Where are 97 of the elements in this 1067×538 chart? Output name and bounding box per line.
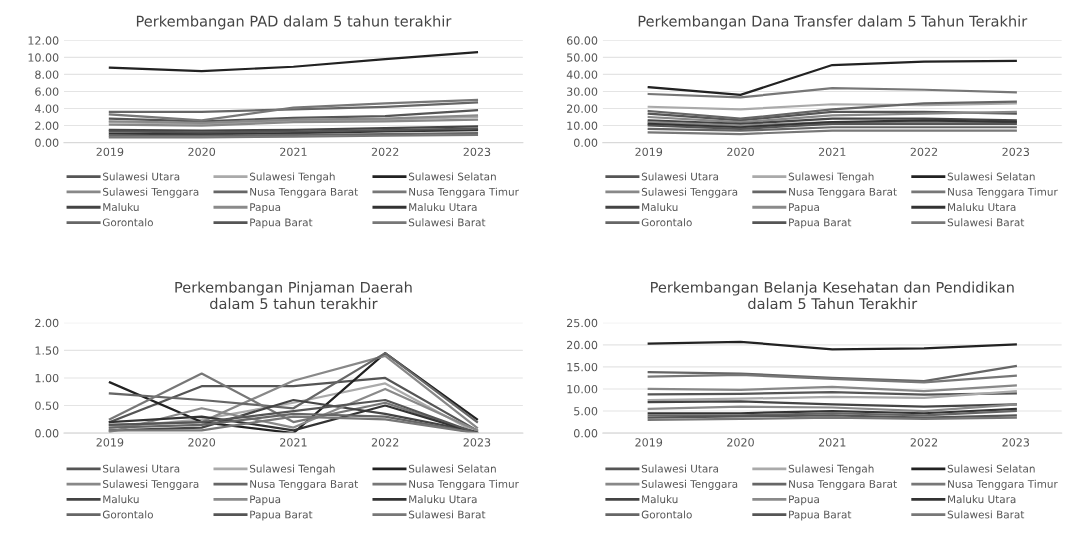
legend-label: Sulawesi Selatan (408, 172, 496, 181)
x-tick-label: 2021 (818, 147, 846, 157)
legend-label: Maluku Utara (948, 202, 1016, 212)
y-tick-label: 20.00 (567, 340, 598, 350)
x-tick-label: 2020 (727, 438, 754, 447)
legend-label: Sulawesi Selatan (947, 464, 1035, 473)
x-tick-label: 2022 (910, 147, 938, 157)
legend-label: Sulawesi Barat (947, 218, 1025, 227)
chart-title: Perkembangan Belanja Kesehatan dan Pendidikan dalam 5 Tahun Terakhir (651, 281, 1014, 310)
x-tick-label: 2023 (463, 147, 491, 157)
legend-label: Maluku Utara (948, 495, 1016, 504)
legend-label: Sulawesi Utara (641, 464, 719, 473)
x-tick-label: 2020 (727, 147, 754, 157)
legend-label: Gorontalo (102, 510, 153, 519)
legend-label: Sulawesi Tengah (249, 172, 335, 183)
y-tick-label: 2.00 (35, 121, 59, 130)
legend-label: Nusa Tenggara Timur (409, 479, 519, 490)
legend-label: Maluku (103, 202, 139, 212)
y-tick-label: 12.00 (28, 36, 59, 45)
y-tick-label: 8.00 (35, 70, 59, 79)
legend-label: Papua (250, 203, 281, 214)
y-tick-label: 4.00 (34, 104, 59, 113)
legend-label: Nusa Tenggara Timur (948, 187, 1058, 198)
x-tick-label: 2021 (280, 147, 307, 157)
y-tick-label: 1.00 (35, 373, 59, 383)
x-tick-label: 2022 (371, 438, 399, 447)
x-tick-label: 2023 (463, 438, 491, 447)
y-tick-label: 0.00 (573, 138, 598, 147)
legend-label: Sulawesi Barat (947, 510, 1025, 519)
legend-label: Sulawesi Barat (408, 218, 486, 227)
y-tick-label: 0.50 (35, 401, 59, 410)
x-tick-label: 2020 (188, 147, 216, 157)
y-tick-label: 5.00 (574, 407, 598, 416)
y-tick-label: 30.00 (567, 87, 598, 96)
legend-label: Papua Barat (250, 510, 313, 521)
legend-label: Sulawesi Tenggara (103, 479, 199, 490)
legend-label: Nusa Tenggara Barat (250, 188, 358, 198)
y-tick-label: 50.00 (567, 53, 598, 62)
legend-label: Nusa Tenggara Barat (789, 188, 897, 198)
legend-label: Maluku (642, 495, 678, 504)
x-tick-label: 2023 (1002, 438, 1030, 447)
y-tick-label: 6.00 (35, 87, 59, 96)
legend-label: Sulawesi Tengah (249, 464, 335, 475)
legend-label: Sulawesi Utara (103, 172, 180, 181)
x-tick-label: 2019 (635, 438, 663, 447)
legend-label: Papua Barat (789, 510, 852, 521)
y-tick-label: 10.00 (567, 384, 598, 394)
y-tick-label: 10.00 (567, 121, 598, 130)
legend-label: Sulawesi Selatan (408, 464, 496, 473)
legend-label: Papua Barat (789, 218, 852, 229)
legend-label: Gorontalo (641, 218, 692, 227)
x-tick-label: 2021 (280, 438, 307, 447)
x-tick-label: 2022 (371, 147, 399, 157)
legend-label: Maluku Utara (409, 202, 477, 212)
legend-label: Nusa Tenggara Timur (948, 479, 1058, 490)
y-tick-label: 1.50 (35, 346, 59, 355)
chart-title: Perkembangan PAD dalam 5 tahun terakhir (136, 15, 452, 30)
x-tick-label: 2019 (96, 438, 124, 447)
legend-label: Maluku (642, 202, 678, 212)
x-tick-label: 2022 (910, 438, 938, 447)
y-tick-label: 10.00 (28, 53, 59, 62)
legend-label: Gorontalo (641, 510, 692, 519)
legend-label: Nusa Tenggara Barat (250, 480, 358, 490)
legend-label: Sulawesi Tenggara (103, 187, 199, 198)
legend-label: Nusa Tenggara Timur (409, 187, 519, 198)
y-tick-label: 40.00 (566, 70, 598, 79)
legend-label: Sulawesi Selatan (947, 172, 1035, 181)
y-tick-label: 20.00 (567, 104, 598, 113)
chart-title: Perkembangan Pinjaman Daerah dalam 5 tahun terakhir (175, 281, 412, 310)
y-tick-label: 0.00 (573, 429, 598, 438)
legend-label: Sulawesi Tenggara (641, 187, 738, 198)
y-tick-label: 25.00 (567, 318, 598, 328)
legend-label: Gorontalo (102, 218, 153, 227)
legend-label: Maluku (103, 495, 139, 504)
x-tick-label: 2019 (635, 147, 663, 157)
legend-label: Nusa Tenggara Barat (789, 480, 897, 490)
legend-label: Sulawesi Tengah (788, 464, 874, 475)
y-tick-label: 60.00 (566, 36, 598, 45)
y-tick-label: 2.00 (35, 318, 59, 328)
y-tick-label: 0.00 (35, 429, 59, 438)
legend-label: Papua (250, 495, 281, 506)
legend-label: Papua (789, 203, 819, 214)
legend-label: Sulawesi Utara (641, 172, 719, 181)
x-tick-label: 2023 (1002, 147, 1030, 157)
legend-label: Sulawesi Barat (408, 510, 486, 519)
legend-label: Sulawesi Tenggara (641, 479, 738, 490)
legend-label: Sulawesi Tengah (788, 172, 874, 183)
x-tick-label: 2020 (188, 438, 216, 447)
x-tick-label: 2019 (96, 147, 124, 157)
y-tick-label: 0.00 (35, 138, 59, 147)
legend-label: Papua Barat (250, 218, 313, 229)
legend-label: Maluku Utara (409, 495, 477, 504)
legend-label: Papua (789, 495, 819, 506)
legend-label: Sulawesi Utara (103, 464, 180, 473)
x-tick-label: 2021 (818, 438, 846, 447)
y-tick-label: 15.00 (567, 362, 598, 372)
chart-title: Perkembangan Dana Transfer dalam 5 Tahun Terakhir (638, 15, 1028, 30)
